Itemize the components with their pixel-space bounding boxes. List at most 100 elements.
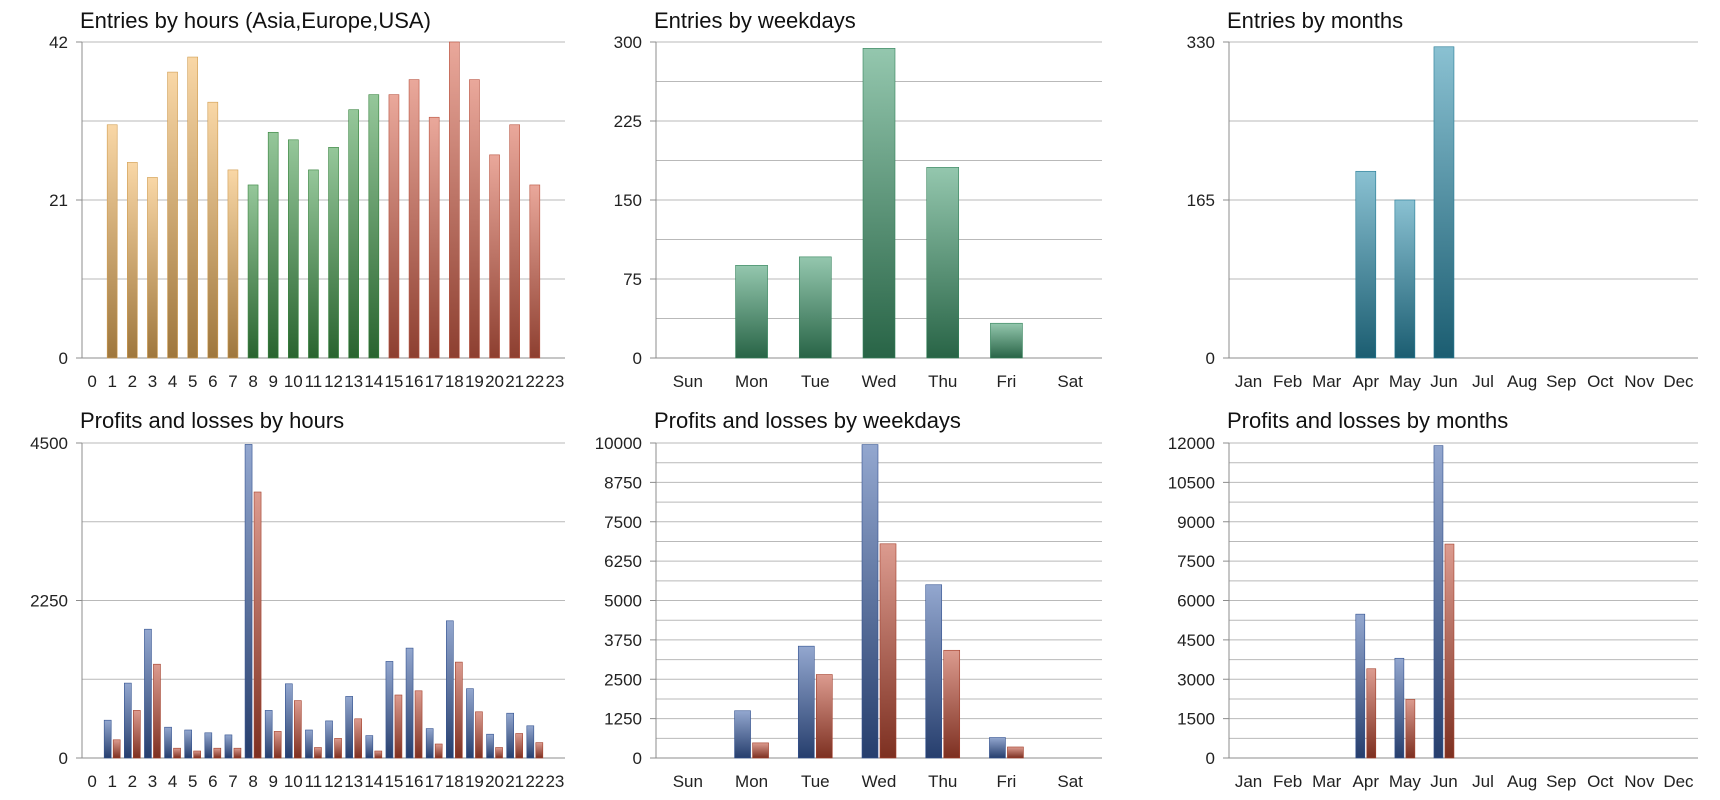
bar-loss	[233, 747, 242, 759]
bar-profit	[184, 729, 192, 759]
bar-profit	[365, 735, 374, 759]
bar-profit	[385, 661, 394, 759]
x-tick-label: Tue	[801, 772, 830, 791]
x-tick-label: Jul	[1472, 372, 1494, 391]
bar-profit	[285, 683, 293, 759]
bar-loss	[1405, 699, 1416, 759]
bar-profit	[325, 720, 333, 759]
x-tick-label: Sep	[1546, 372, 1576, 391]
bar-profit	[989, 737, 1006, 759]
x-tick-label: 17	[425, 372, 444, 391]
x-tick-label: Sun	[673, 372, 703, 391]
x-tick-label: 20	[485, 372, 504, 391]
x-tick-label: Mon	[735, 772, 768, 791]
bar	[267, 131, 279, 359]
bar-loss	[273, 731, 282, 759]
y-tick-label: 150	[614, 191, 642, 210]
x-tick-label: 14	[364, 772, 383, 791]
x-tick-label: 22	[525, 772, 544, 791]
x-tick-label: 1	[107, 772, 116, 791]
x-tick-label: 13	[344, 772, 363, 791]
x-tick-label: 2	[128, 772, 137, 791]
bar	[735, 265, 768, 359]
x-tick-label: 18	[445, 372, 464, 391]
x-tick-label: Jan	[1235, 772, 1262, 791]
bar-loss	[434, 743, 443, 759]
chart-title: Entries by months	[1227, 8, 1403, 33]
x-tick-label: Sun	[673, 772, 703, 791]
x-tick-label: Thu	[928, 372, 957, 391]
bar-profit	[734, 710, 751, 759]
x-tick-label: 7	[228, 372, 237, 391]
x-tick-label: Feb	[1273, 772, 1302, 791]
y-tick-label: 2250	[30, 592, 68, 611]
bar-profit	[486, 733, 494, 759]
bar	[1394, 199, 1416, 359]
x-tick-label: Jan	[1235, 372, 1262, 391]
x-tick-label: Sep	[1546, 772, 1576, 791]
bar-loss	[943, 649, 961, 759]
y-tick-label: 0	[633, 349, 642, 368]
bar-loss	[535, 742, 544, 759]
bar-profit	[861, 444, 879, 759]
chart-title: Entries by hours (Asia,Europe,USA)	[80, 8, 431, 33]
bar-loss	[153, 663, 161, 759]
x-tick-label: 14	[364, 372, 383, 391]
x-tick-label: 20	[485, 772, 504, 791]
y-tick-label: 21	[49, 191, 68, 210]
x-tick-label: Jun	[1430, 372, 1457, 391]
x-tick-label: 17	[425, 772, 444, 791]
y-tick-label: 225	[614, 112, 642, 131]
x-tick-label: 5	[188, 772, 197, 791]
bar-loss	[294, 700, 302, 759]
bar	[127, 162, 138, 359]
bar-loss	[213, 747, 222, 759]
chart-panel-6: Profits and losses by months 0 1500 3000 450…	[1168, 408, 1698, 791]
bar-loss	[475, 711, 483, 759]
bar	[428, 116, 440, 359]
y-tick-label: 0	[1206, 749, 1215, 768]
bar	[990, 322, 1023, 359]
bar-loss	[455, 661, 463, 759]
x-tick-label: 23	[545, 372, 564, 391]
x-tick-label: 7	[228, 772, 237, 791]
x-tick-label: 12	[324, 372, 343, 391]
bar-loss	[374, 750, 383, 759]
x-tick-label: Jul	[1472, 772, 1494, 791]
bar-profit	[1355, 613, 1366, 759]
bar-loss	[133, 710, 141, 759]
x-tick-label: Fri	[997, 772, 1017, 791]
x-tick-label: 12	[324, 772, 343, 791]
bar-profit	[1433, 445, 1444, 759]
y-tick-label: 4500	[30, 434, 68, 453]
x-tick-label: 6	[208, 772, 217, 791]
bar-profit	[925, 584, 943, 759]
y-tick-label: 3000	[1177, 670, 1215, 689]
x-tick-label: Dec	[1663, 372, 1694, 391]
bar-loss	[334, 738, 342, 759]
bar-loss	[515, 733, 523, 759]
bar	[408, 79, 420, 359]
bar	[529, 184, 541, 359]
y-tick-label: 6000	[1177, 592, 1215, 611]
y-tick-label: 0	[59, 749, 68, 768]
chart-panel-2: Entries by weekdays 0 75 150 225 300 Sun Mon Tue…	[614, 8, 1102, 391]
bar-loss	[815, 674, 833, 759]
bar-profit	[466, 688, 474, 759]
bar-loss	[314, 747, 322, 759]
y-tick-label: 4500	[1177, 631, 1215, 650]
bar	[328, 147, 339, 359]
x-tick-label: 23	[545, 772, 564, 791]
bar-profit	[224, 734, 233, 759]
y-tick-label: 9000	[1177, 513, 1215, 532]
x-tick-label: 8	[248, 372, 257, 391]
x-tick-label: 4	[168, 772, 177, 791]
bar-loss	[193, 750, 201, 759]
y-tick-label: 165	[1187, 191, 1215, 210]
x-tick-label: 22	[525, 372, 544, 391]
x-tick-label: Apr	[1353, 372, 1380, 391]
y-tick-label: 10500	[1168, 473, 1215, 492]
chart-panel-1: Entries by hours (Asia,Europe,USA)021420…	[49, 8, 565, 391]
